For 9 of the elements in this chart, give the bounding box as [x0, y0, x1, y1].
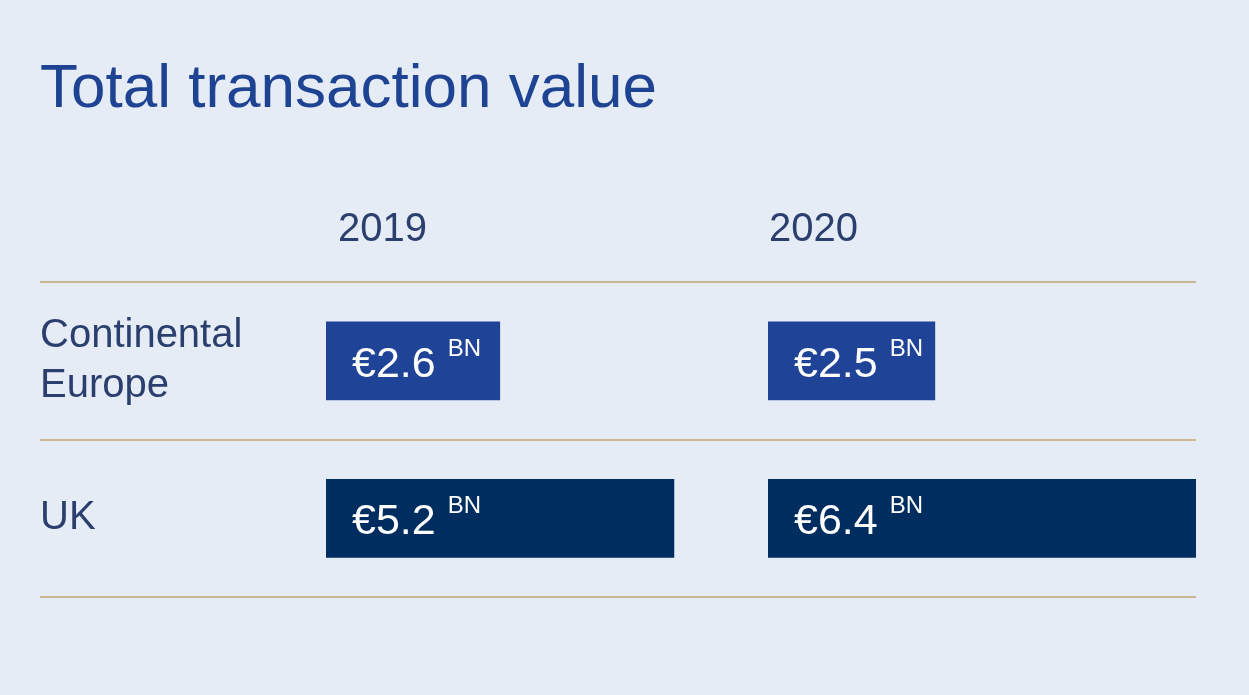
chart-title: 2019 — [338, 205, 427, 249]
data-label: €6.4 BN — [794, 491, 923, 544]
y-tick-label: UK — [40, 493, 96, 538]
chart-title: 2020 — [769, 205, 858, 249]
y-tick-label: Continental Europe — [40, 310, 243, 405]
data-label: €2.6 BN — [352, 333, 481, 386]
data-label: €2.5 BN — [794, 333, 923, 386]
text: Total transaction value — [40, 51, 657, 120]
data-label: €5.2 BN — [352, 491, 481, 544]
